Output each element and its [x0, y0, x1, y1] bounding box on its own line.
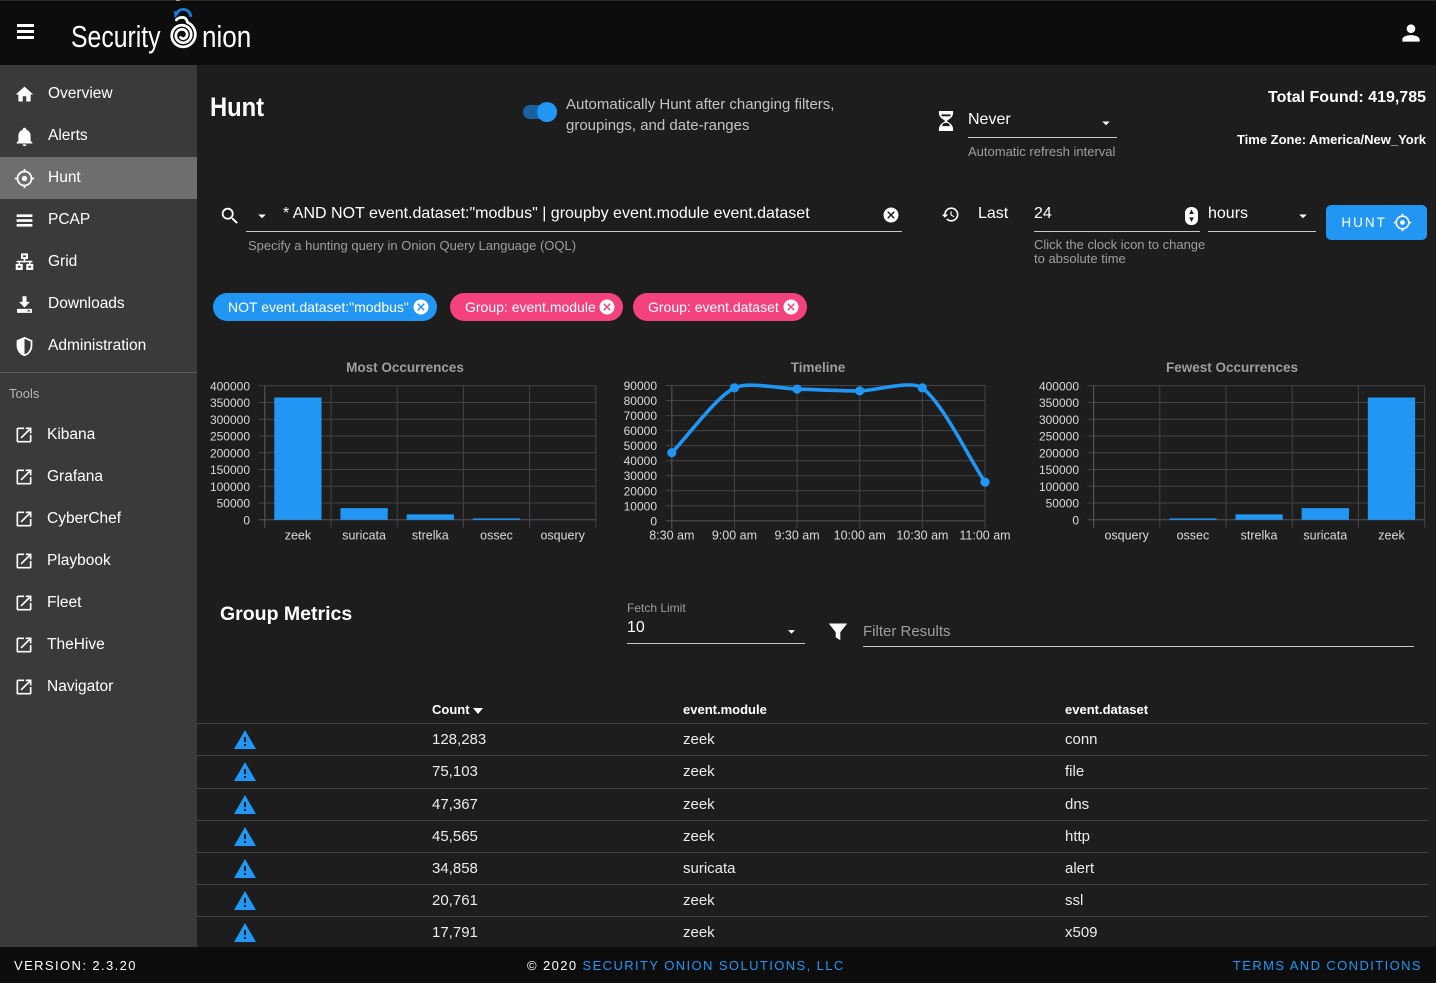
- svg-text:350000: 350000: [210, 396, 250, 410]
- svg-text:200000: 200000: [1039, 446, 1079, 460]
- svg-text:8:30 am: 8:30 am: [649, 528, 694, 542]
- svg-text:osquery: osquery: [540, 528, 585, 542]
- svg-text:0: 0: [1072, 513, 1079, 527]
- svg-text:80000: 80000: [624, 394, 658, 408]
- svg-text:150000: 150000: [210, 463, 250, 477]
- svg-text:50000: 50000: [1046, 497, 1080, 511]
- svg-text:300000: 300000: [1039, 413, 1079, 427]
- svg-text:60000: 60000: [624, 424, 658, 438]
- svg-text:150000: 150000: [1039, 463, 1079, 477]
- svg-text:9:00 am: 9:00 am: [712, 528, 757, 542]
- svg-text:osquery: osquery: [1104, 528, 1149, 542]
- svg-text:10:30 am: 10:30 am: [896, 528, 948, 542]
- svg-text:10:00 am: 10:00 am: [834, 528, 886, 542]
- svg-text:50000: 50000: [217, 497, 251, 511]
- svg-text:300000: 300000: [210, 413, 250, 427]
- svg-text:350000: 350000: [1039, 396, 1079, 410]
- svg-text:strelka: strelka: [1241, 528, 1278, 542]
- svg-text:400000: 400000: [1039, 379, 1079, 393]
- svg-text:Most Occurrences: Most Occurrences: [346, 360, 464, 375]
- svg-text:zeek: zeek: [285, 528, 312, 542]
- svg-text:20000: 20000: [624, 484, 658, 498]
- svg-text:Fewest Occurrences: Fewest Occurrences: [1166, 360, 1298, 375]
- svg-text:ossec: ossec: [1177, 528, 1210, 542]
- svg-text:suricata: suricata: [342, 528, 386, 542]
- svg-text:30000: 30000: [624, 469, 658, 483]
- svg-text:400000: 400000: [210, 379, 250, 393]
- svg-text:50000: 50000: [624, 439, 658, 453]
- svg-text:9:30 am: 9:30 am: [775, 528, 820, 542]
- svg-text:strelka: strelka: [412, 528, 449, 542]
- svg-text:40000: 40000: [624, 454, 658, 468]
- svg-text:11:00 am: 11:00 am: [959, 528, 1010, 542]
- svg-text:200000: 200000: [210, 446, 250, 460]
- svg-text:100000: 100000: [1039, 480, 1079, 494]
- svg-text:70000: 70000: [624, 409, 658, 423]
- svg-text:0: 0: [243, 513, 250, 527]
- svg-text:Timeline: Timeline: [791, 360, 846, 375]
- svg-text:zeek: zeek: [1378, 528, 1405, 542]
- svg-text:90000: 90000: [624, 379, 658, 393]
- svg-text:ossec: ossec: [480, 528, 513, 542]
- svg-text:100000: 100000: [210, 480, 250, 494]
- svg-text:250000: 250000: [1039, 430, 1079, 444]
- svg-text:0: 0: [650, 514, 657, 528]
- svg-text:250000: 250000: [210, 430, 250, 444]
- svg-text:10000: 10000: [624, 499, 658, 513]
- svg-text:suricata: suricata: [1303, 528, 1347, 542]
